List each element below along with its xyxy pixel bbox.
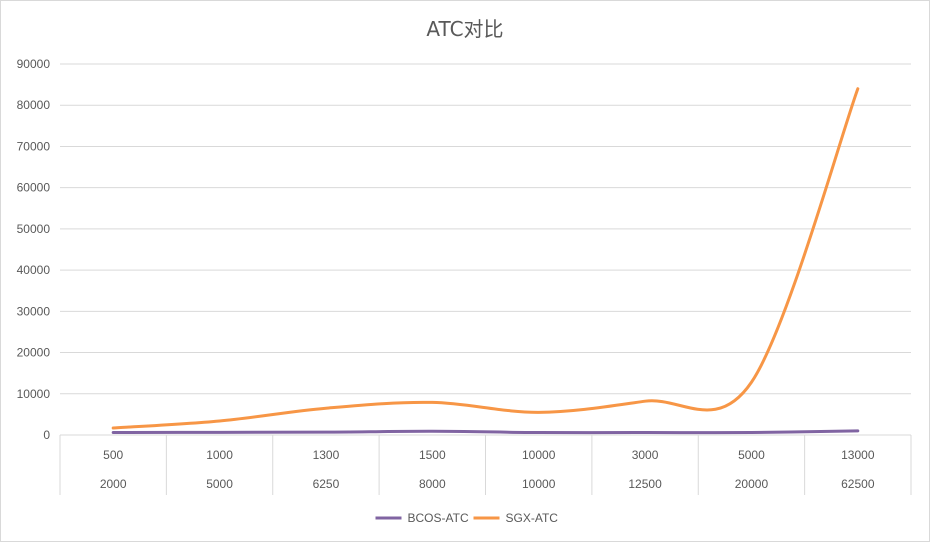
- x-tick-label-level1: 10000: [522, 448, 556, 462]
- data-point-bcos-atc: [324, 431, 327, 434]
- data-point-bcos-atc: [750, 431, 753, 434]
- data-point-sgx-atc: [431, 401, 434, 404]
- data-point-sgx-atc: [218, 419, 221, 422]
- x-tick-label-level2: 6250: [313, 477, 340, 491]
- data-point-sgx-atc: [537, 411, 540, 414]
- series-line-bcos-atc: [111, 429, 860, 435]
- y-tick-label: 30000: [17, 304, 51, 318]
- y-tick-label: 10000: [17, 387, 51, 401]
- legend: BCOS-ATC SGX-ATC: [375, 511, 559, 525]
- x-tick-label-level2: 20000: [735, 477, 769, 491]
- x-tick-label-level1: 1300: [313, 448, 340, 462]
- x-tick-label-level2: 5000: [206, 477, 233, 491]
- y-tick-label: 90000: [17, 57, 51, 71]
- x-tick-label-level1: 1500: [419, 448, 446, 462]
- y-tick-label: 50000: [17, 222, 51, 236]
- x-tick-label-level2: 8000: [419, 477, 446, 491]
- x-tick-label-level1: 1000: [206, 448, 233, 462]
- legend-label-bcos-atc: BCOS-ATC: [408, 511, 469, 525]
- data-point-bcos-atc: [218, 431, 221, 434]
- y-tick-label: 70000: [17, 139, 51, 153]
- y-tick-label: 60000: [17, 181, 51, 195]
- x-tick-label-level1: 13000: [841, 448, 875, 462]
- x-tick-label-level1: 3000: [632, 448, 659, 462]
- series-line-sgx-atc: [111, 87, 860, 430]
- data-point-sgx-atc: [112, 426, 115, 429]
- data-point-bcos-atc: [644, 431, 647, 434]
- x-tick-label-level1: 5000: [738, 448, 765, 462]
- y-tick-label: 0: [43, 428, 50, 442]
- x-tick-label-level1: 500: [103, 448, 123, 462]
- grid-lines: [60, 63, 911, 395]
- data-point-bcos-atc: [856, 429, 859, 432]
- data-point-sgx-atc: [644, 400, 647, 403]
- data-point-sgx-atc: [750, 381, 753, 384]
- y-tick-label: 80000: [17, 98, 51, 112]
- y-axis: 0 10000 20000 30000 40000 50000 60000 70000 8000…: [17, 57, 51, 442]
- x-axis: 500 1000 1300 1500 10000 3000 5000 13000 2000 500…: [59, 434, 912, 495]
- data-point-sgx-atc: [324, 407, 327, 410]
- x-tick-label-level2: 12500: [628, 477, 662, 491]
- x-tick-label-level2: 2000: [100, 477, 127, 491]
- data-point-sgx-atc: [856, 87, 859, 90]
- legend-label-sgx-atc: SGX-ATC: [506, 511, 559, 525]
- data-point-bcos-atc: [537, 431, 540, 434]
- series-lines: [111, 87, 860, 435]
- data-point-bcos-atc: [112, 431, 115, 434]
- x-tick-label-level2: 62500: [841, 477, 875, 491]
- y-tick-label: 40000: [17, 263, 51, 277]
- data-point-bcos-atc: [431, 430, 434, 433]
- x-tick-label-level2: 10000: [522, 477, 556, 491]
- chart-title: ATC对比: [426, 17, 503, 41]
- y-tick-label: 20000: [17, 346, 51, 360]
